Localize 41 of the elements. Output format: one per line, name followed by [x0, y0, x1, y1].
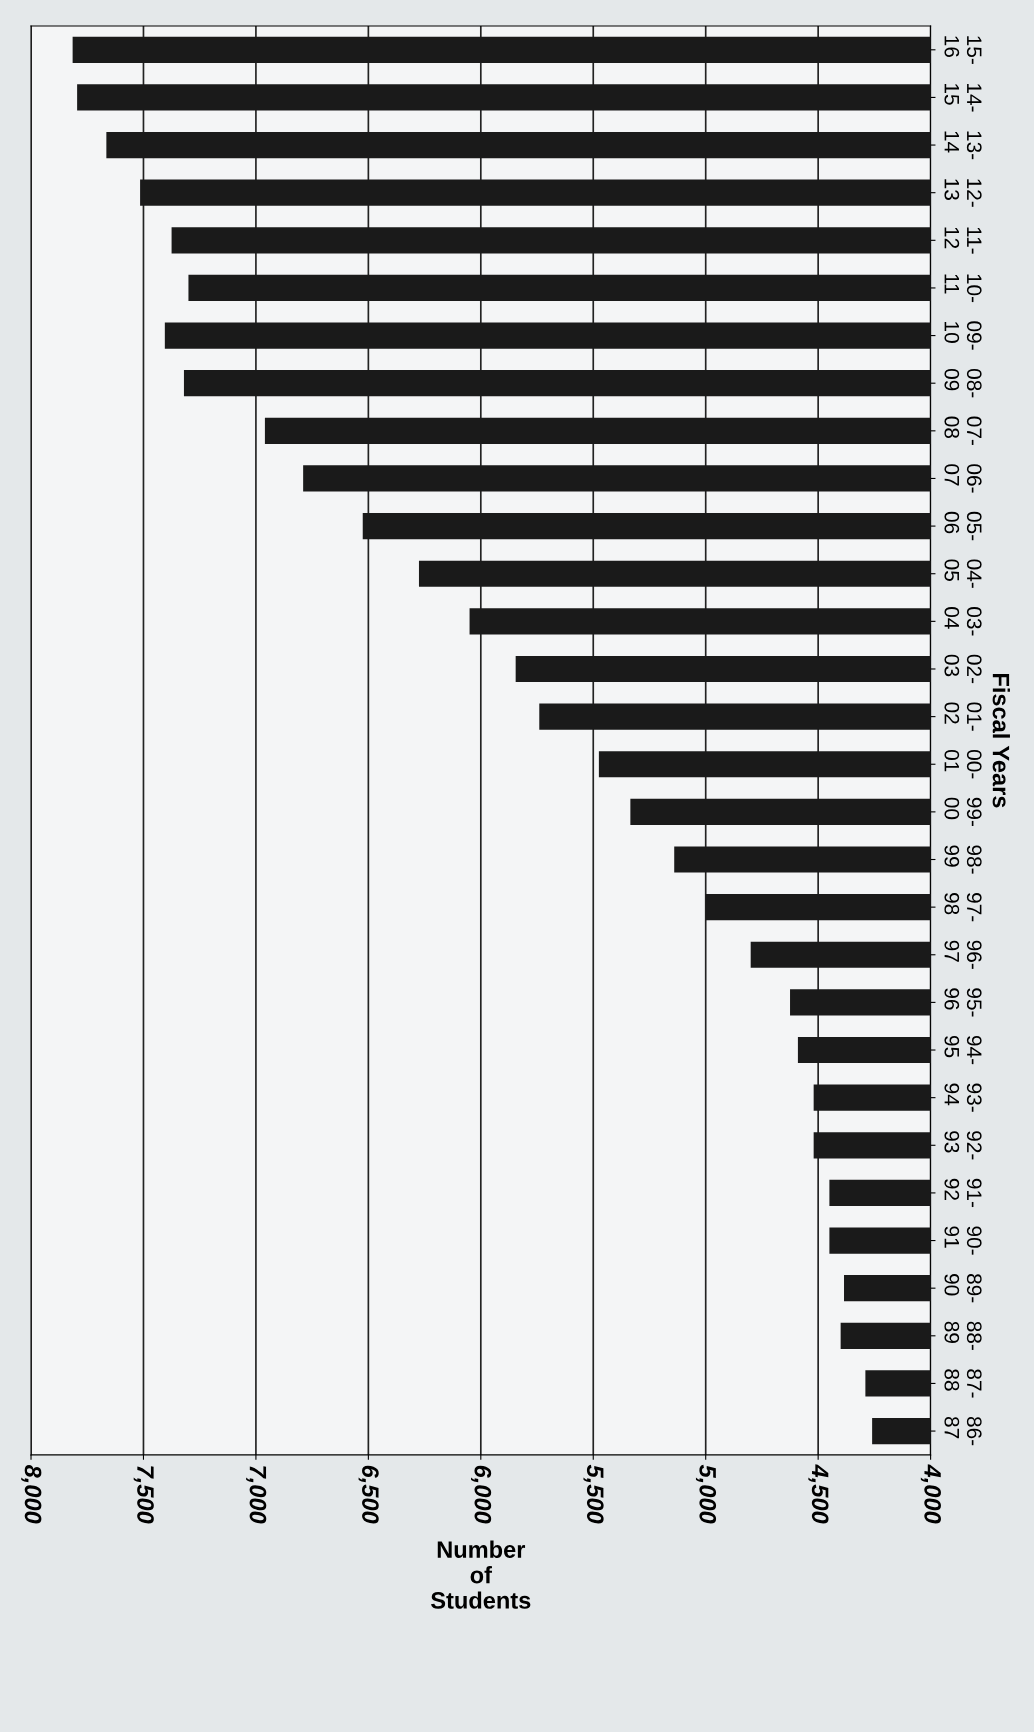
- x-tick-label: 4,000: [920, 1464, 941, 1524]
- y-tick-label: 96- 97: [944, 940, 982, 969]
- y-tick-label: 06- 07: [944, 464, 982, 493]
- y-tick-label: 02- 03: [944, 654, 982, 684]
- x-tick-label: 7,500: [133, 1466, 154, 1524]
- y-tick-label: 97- 98: [944, 893, 982, 922]
- y-tick-label: 99- 00: [944, 797, 982, 827]
- y-tick-label: 88- 89: [944, 1321, 982, 1350]
- y-tick-label: 05- 06: [944, 511, 982, 541]
- y-tick-label: 90- 91: [944, 1226, 982, 1255]
- y-axis-title: Fiscal Years: [992, 673, 1010, 808]
- y-tick-label: 08- 09: [944, 368, 982, 398]
- y-tick-label: 11- 12: [944, 227, 982, 254]
- x-tick-label: 6,500: [358, 1465, 379, 1524]
- y-tick-label: 00- 01: [944, 750, 982, 779]
- y-tick-label: 04- 05: [944, 559, 982, 588]
- y-tick-label: 95- 96: [944, 988, 982, 1017]
- x-tick-label: 8,000: [21, 1464, 42, 1524]
- x-axis-title: Number of Students: [430, 1540, 531, 1609]
- y-tick-label: 13- 14: [944, 131, 982, 160]
- y-tick-label: 01- 02: [944, 702, 982, 731]
- y-tick-label: 15- 16: [944, 36, 982, 64]
- y-tick-label: 94- 95: [944, 1035, 982, 1065]
- y-tick-label: 89- 90: [944, 1274, 982, 1303]
- y-tick-label: 93- 94: [944, 1083, 982, 1112]
- y-tick-label: 14- 15: [944, 83, 982, 112]
- x-tick-label: 5,500: [583, 1464, 604, 1524]
- y-tick-label: 03- 04: [944, 607, 982, 636]
- y-tick-label: 92- 93: [944, 1131, 982, 1160]
- x-tick-label: 5,000: [695, 1464, 717, 1524]
- y-tick-label: 07- 08: [944, 416, 982, 445]
- x-tick-label: 7,000: [246, 1466, 267, 1524]
- y-tick-label: 09- 10: [944, 321, 982, 350]
- y-tick-label: 91- 92: [944, 1178, 982, 1208]
- y-tick-label: 87- 88: [944, 1369, 982, 1398]
- y-tick-label: 86- 87: [944, 1416, 982, 1446]
- x-tick-label: 4,500: [808, 1464, 829, 1524]
- y-tick-label: 98- 99: [944, 845, 982, 874]
- y-tick-label: 10- 11: [944, 274, 982, 303]
- x-tick-label: 6,000: [471, 1465, 492, 1524]
- y-tick-label: 12- 13: [944, 179, 982, 207]
